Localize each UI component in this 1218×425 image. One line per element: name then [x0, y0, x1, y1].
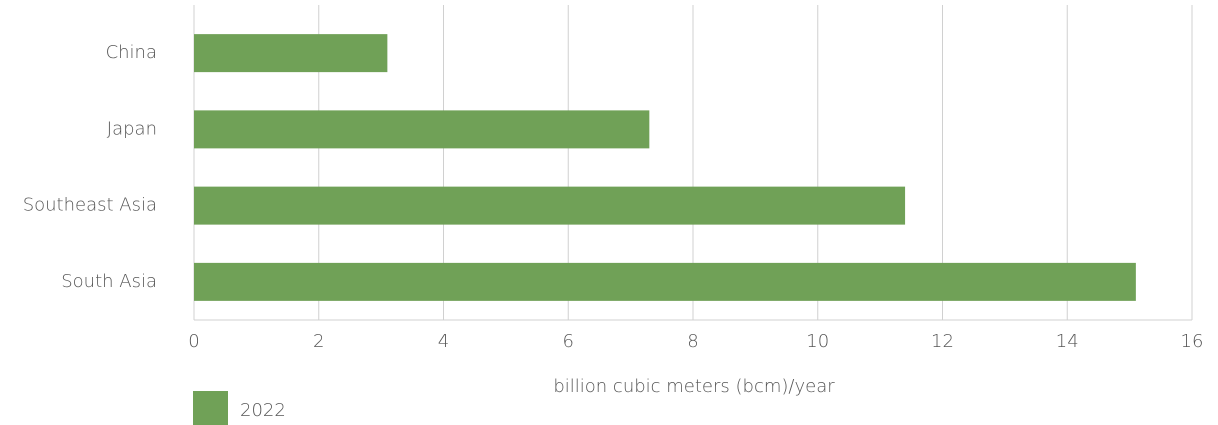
legend-label: 2022 — [240, 400, 286, 421]
x-axis-title: billion cubic meters (bcm)/year — [553, 376, 835, 397]
y-tick-label: Southeast Asia — [23, 195, 157, 216]
x-tick-label: 16 — [1181, 331, 1204, 352]
y-tick-label: Japan — [107, 118, 157, 139]
x-tick-label: 14 — [1056, 331, 1079, 352]
bar — [194, 186, 906, 225]
x-tick-label: 12 — [931, 331, 954, 352]
y-tick-label: China — [106, 42, 157, 63]
bar — [194, 110, 650, 149]
legend-swatch — [193, 391, 228, 425]
bar — [194, 34, 388, 73]
x-tick-label: 4 — [438, 331, 449, 352]
bar — [194, 262, 1136, 301]
x-tick-label: 6 — [563, 331, 574, 352]
y-tick-label: South Asia — [61, 271, 157, 292]
x-tick-label: 10 — [806, 331, 829, 352]
x-tick-label: 2 — [313, 331, 324, 352]
x-tick-label: 8 — [687, 331, 698, 352]
x-tick-label: 0 — [188, 331, 199, 352]
